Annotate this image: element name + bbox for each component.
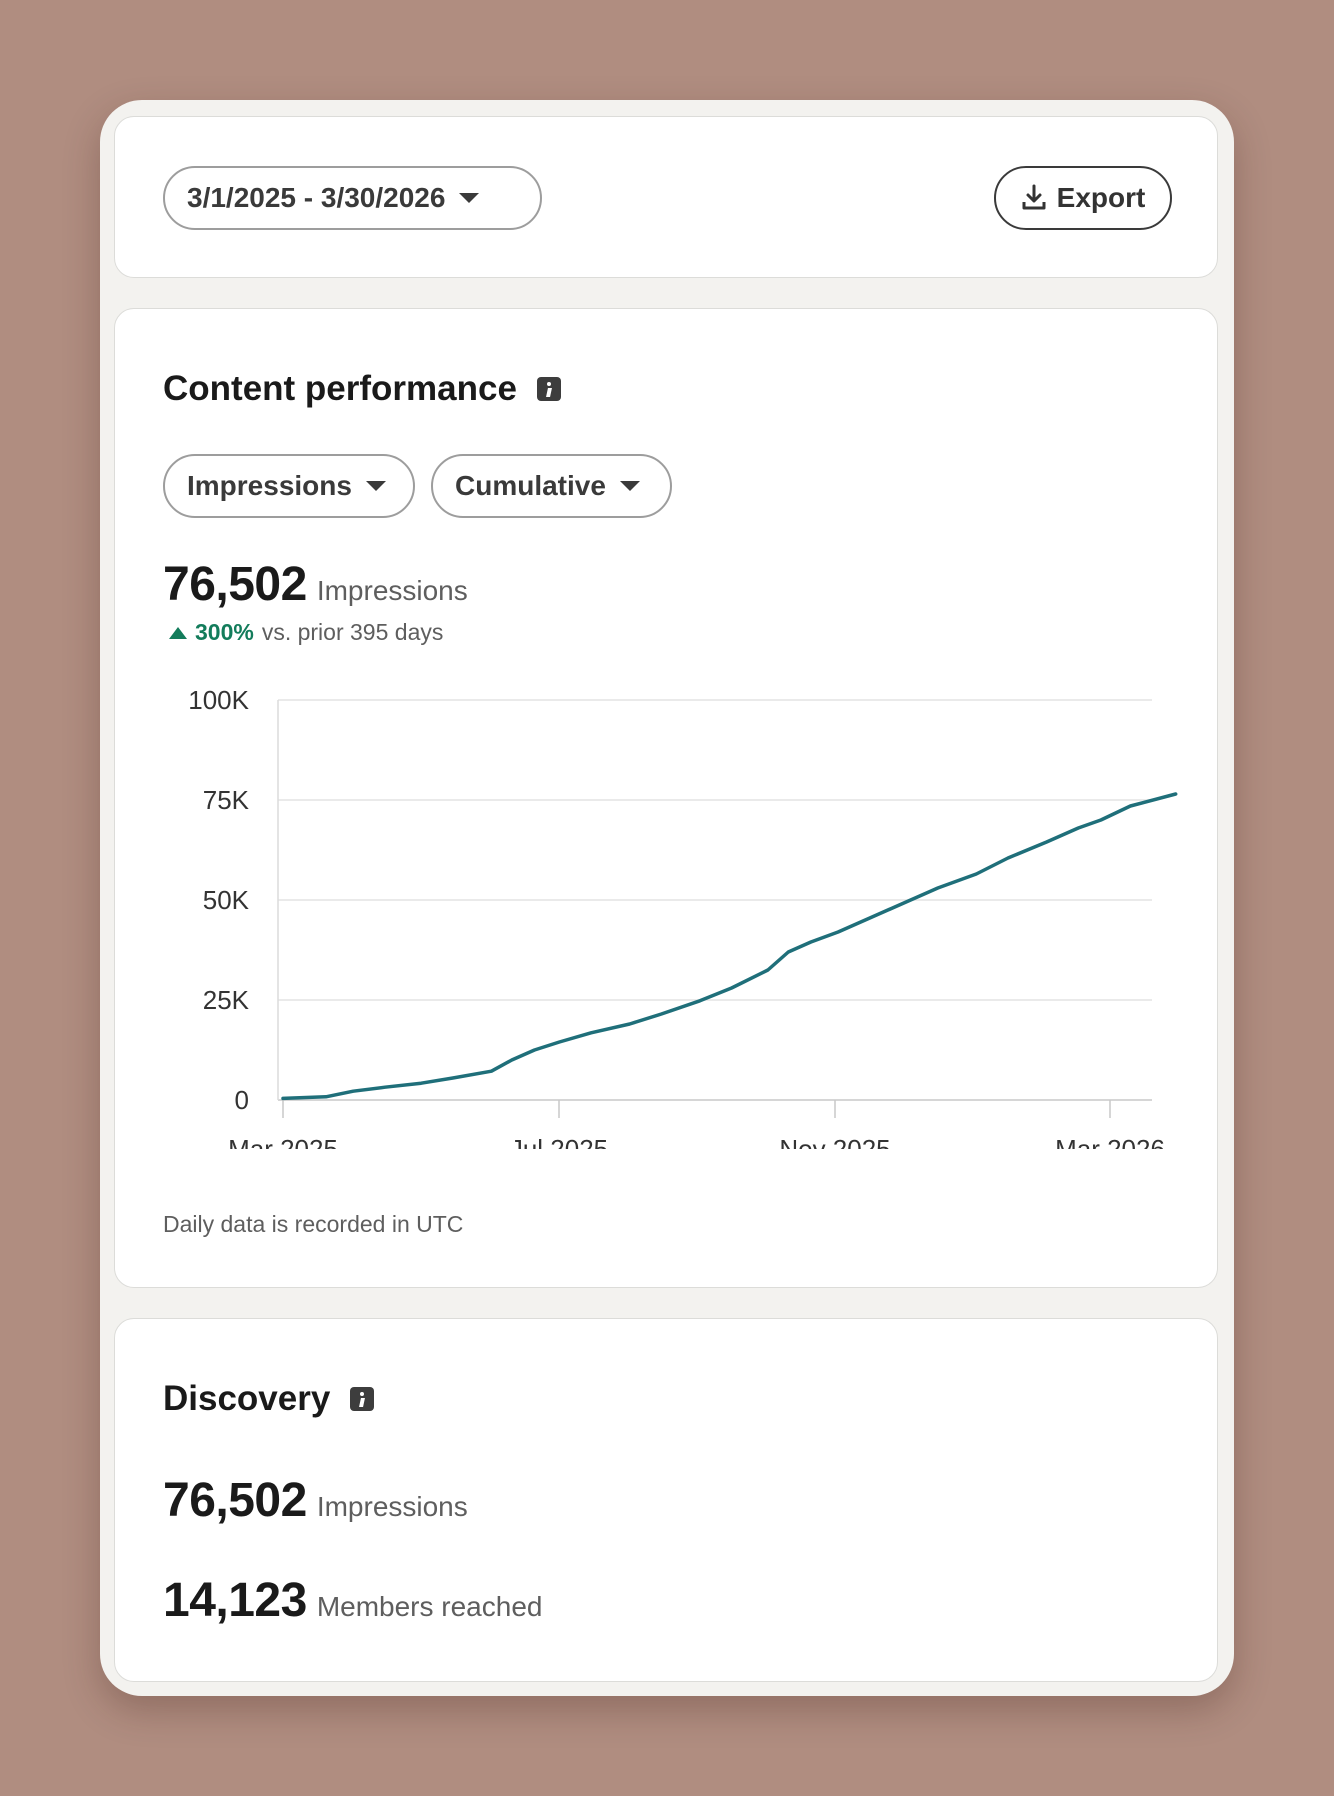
discovery-heading: Discovery: [163, 1379, 375, 1419]
total-impressions-label: Impressions: [316, 575, 468, 606]
y-tick-label: 75K: [203, 785, 250, 815]
export-label: Export: [1056, 182, 1146, 213]
utc-footnote: Daily data is recorded in UTC: [163, 1211, 464, 1237]
info-icon[interactable]: [350, 1387, 375, 1411]
y-tick-label: 100K: [188, 685, 249, 715]
x-tick-label: Jul 2025: [510, 1134, 608, 1149]
discovery-impressions: 76,502 Impressions: [163, 1473, 468, 1528]
metric-dropdown[interactable]: Impressions: [163, 454, 415, 518]
members-reached-label: Members reached: [316, 1591, 543, 1622]
discovery-title: Discovery: [163, 1379, 331, 1418]
content-performance-title: Content performance: [163, 369, 517, 408]
toolbar-card: 3/1/2025 - 3/30/2026 Export: [114, 116, 1218, 278]
change-indicator: 300% vs. prior 395 days: [169, 619, 443, 646]
info-icon[interactable]: [536, 377, 561, 401]
content-performance-card: Content performance Impressions Cumulati…: [114, 308, 1218, 1288]
change-text: vs. prior 395 days: [261, 619, 444, 645]
impressions-series-line: [281, 792, 1178, 1101]
members-reached-value: 14,123: [163, 1574, 307, 1627]
members-reached: 14,123 Members reached: [163, 1573, 542, 1628]
mode-dropdown-label: Cumulative: [455, 470, 606, 501]
total-impressions: 76,502 Impressions: [163, 557, 468, 612]
total-impressions-value: 76,502: [163, 558, 307, 611]
date-range-dropdown[interactable]: 3/1/2025 - 3/30/2026: [163, 166, 542, 230]
y-tick-label: 25K: [203, 985, 250, 1015]
impressions-line-chart: 0 25K 50K 75K 100K Mar 2025 Jul 2025 Nov 2025 Ma…: [188, 685, 1178, 1149]
discovery-impressions-label: Impressions: [316, 1491, 468, 1522]
chevron-down-icon: [619, 481, 640, 491]
mode-dropdown[interactable]: Cumulative: [431, 454, 672, 518]
discovery-card: Discovery 76,502 Impressions 14,123 Memb…: [114, 1318, 1218, 1682]
discovery-impressions-value: 76,502: [163, 1474, 307, 1527]
date-range-label: 3/1/2025 - 3/30/2026: [187, 182, 446, 213]
y-tick-label: 50K: [203, 885, 250, 915]
chevron-down-icon: [365, 481, 386, 491]
x-tick-label: Mar 2025: [228, 1134, 338, 1149]
metric-dropdown-label: Impressions: [187, 470, 352, 501]
x-tick-label: Nov 2025: [779, 1134, 890, 1149]
analytics-panel: 3/1/2025 - 3/30/2026 Export Content perf…: [100, 100, 1234, 1696]
y-tick-label: 0: [235, 1085, 249, 1115]
change-value: 300%: [195, 619, 254, 645]
export-button[interactable]: Export: [994, 166, 1172, 230]
chevron-down-icon: [459, 193, 480, 203]
content-performance-heading: Content performance: [163, 369, 561, 409]
download-icon: [1022, 184, 1046, 210]
x-tick-label: Mar 2026: [1055, 1134, 1165, 1149]
arrow-up-icon: [169, 626, 187, 639]
